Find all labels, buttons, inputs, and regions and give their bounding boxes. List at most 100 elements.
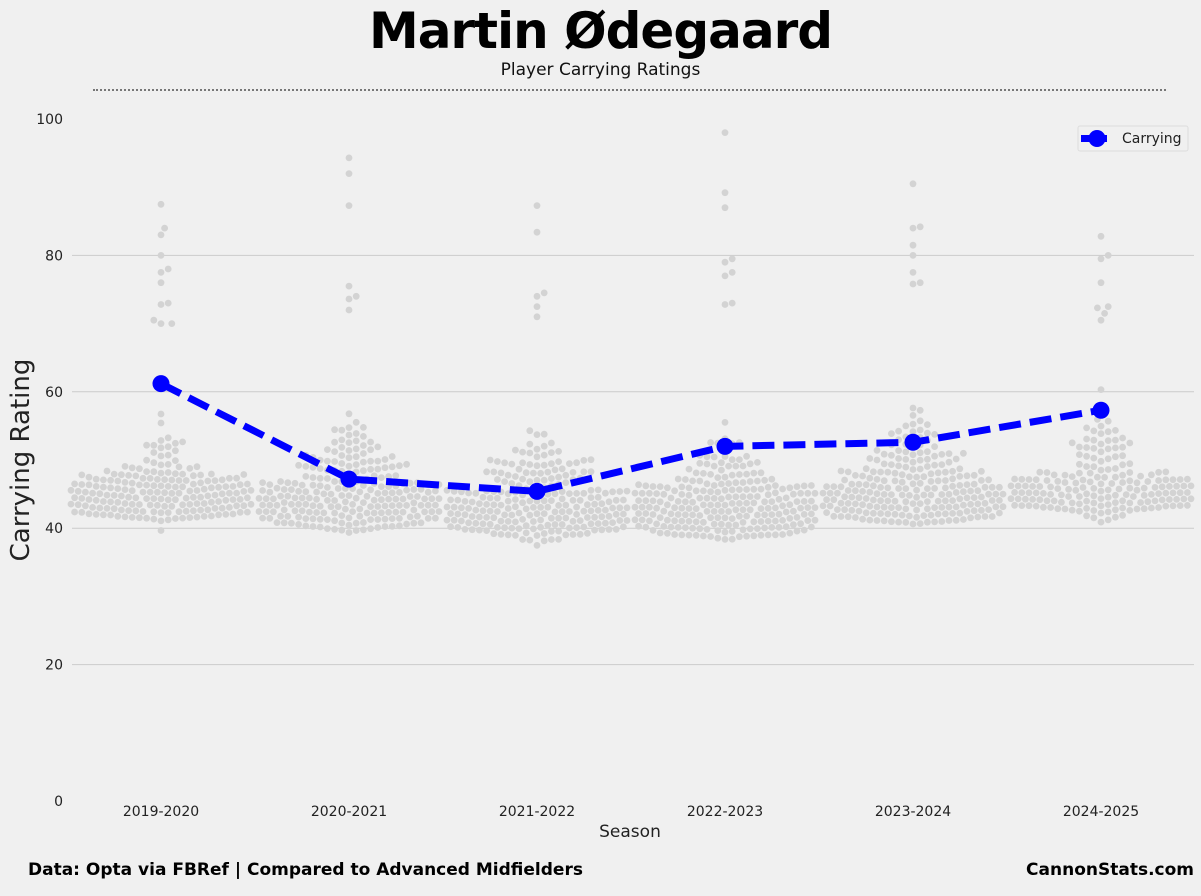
swarm-point <box>146 488 154 496</box>
swarm-point <box>594 493 602 501</box>
legend-box <box>1077 125 1189 152</box>
swarm-point <box>157 320 165 327</box>
swarm-point <box>721 419 729 426</box>
swarm-point <box>1083 512 1090 520</box>
swarm-point <box>844 500 852 507</box>
swarm-point <box>1162 476 1170 484</box>
swarm-point <box>924 455 931 463</box>
swarm-point <box>1011 501 1018 509</box>
swarm-point <box>866 474 874 482</box>
swarm-point <box>494 458 501 465</box>
swarm-point <box>808 497 815 505</box>
swarm-point <box>157 231 165 239</box>
swarm-point <box>931 431 938 438</box>
swarm-point <box>486 520 494 528</box>
swarm-point <box>266 481 274 488</box>
swarm-point <box>424 488 432 496</box>
swarm-point <box>551 508 559 516</box>
swarm-point <box>530 525 537 533</box>
swarm-point <box>168 502 176 510</box>
swarm-point <box>664 529 671 537</box>
swarm-point <box>367 503 374 510</box>
swarm-point <box>707 533 714 540</box>
swarm-point <box>82 488 89 496</box>
swarm-point <box>139 508 147 515</box>
swarm-point <box>1065 485 1072 493</box>
swarm-point <box>85 510 93 518</box>
swarm-point <box>562 479 570 486</box>
swarm-point <box>211 505 219 512</box>
swarm-point <box>370 496 378 504</box>
swarm-point <box>388 523 396 530</box>
swarm-point <box>537 469 544 477</box>
swarm-point <box>685 491 693 499</box>
swarm-point <box>743 499 750 507</box>
swarm-point <box>403 486 410 494</box>
swarm-point <box>164 265 172 273</box>
swarm-point <box>324 497 331 504</box>
swarm-point <box>284 492 292 500</box>
swarm-point <box>193 463 201 471</box>
swarm-point <box>877 484 884 491</box>
swarm-point <box>642 510 650 517</box>
swarm-point <box>504 505 512 512</box>
swarm-point <box>996 497 1003 504</box>
swarm-point <box>309 502 317 510</box>
swarm-point <box>754 525 761 532</box>
swarm-point <box>981 499 989 507</box>
swarm-point <box>870 468 877 476</box>
swarm-point <box>1040 503 1047 511</box>
swarm-point <box>580 457 588 464</box>
swarm-point <box>548 527 555 535</box>
swarm-point <box>200 500 208 507</box>
swarm-point <box>746 506 754 514</box>
swarm-point <box>920 491 928 499</box>
swarm-point <box>78 471 86 479</box>
swarm-point <box>866 488 874 496</box>
swarm-point <box>515 465 523 473</box>
swarm-point <box>970 507 978 515</box>
swarm-point <box>533 292 541 300</box>
swarm-point <box>988 483 996 491</box>
swarm-point <box>736 533 743 541</box>
swarm-point <box>302 463 310 470</box>
swarm-point <box>873 456 881 464</box>
swarm-point <box>291 479 299 487</box>
swarm-point <box>718 495 725 503</box>
swarm-point <box>182 477 190 484</box>
swarm-point <box>656 514 664 521</box>
swarm-point <box>870 496 877 504</box>
swarm-point <box>739 519 747 526</box>
swarm-point <box>768 498 776 505</box>
swarm-point <box>432 501 439 509</box>
swarm-point <box>743 486 750 493</box>
swarm-point <box>403 460 410 468</box>
swarm-point <box>721 272 729 280</box>
swarm-point <box>327 490 335 498</box>
swarm-point <box>143 468 151 475</box>
swarm-point <box>569 531 577 538</box>
swarm-point <box>1072 479 1080 487</box>
swarm-point <box>114 485 122 492</box>
swarm-point <box>924 463 931 470</box>
swarm-point <box>164 516 172 524</box>
swarm-point <box>1011 475 1018 483</box>
swarm-point <box>696 525 704 533</box>
swarm-point <box>682 511 689 519</box>
swarm-point <box>385 508 392 516</box>
swarm-point <box>421 508 428 516</box>
swarm-point <box>764 531 772 539</box>
swarm-point <box>808 510 815 518</box>
swarm-point <box>208 470 215 478</box>
swarm-point <box>540 430 548 438</box>
swarm-point <box>396 489 403 496</box>
swarm-point <box>1119 511 1126 519</box>
swarm-point <box>486 507 494 515</box>
swarm-point <box>1097 480 1105 488</box>
swarm-point <box>85 496 93 503</box>
swarm-point <box>823 483 830 490</box>
swarm-point <box>1061 471 1069 479</box>
swarm-point <box>931 443 938 450</box>
y-tick-label: 100 <box>36 112 63 128</box>
y-tick-label: 40 <box>45 521 63 537</box>
